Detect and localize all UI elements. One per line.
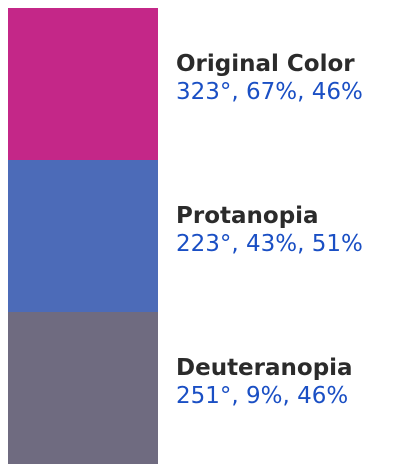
swatch-label: Deuteranopia 251°, 9%, 46% <box>176 354 353 410</box>
swatch-name: Deuteranopia <box>176 355 353 381</box>
swatch-hsl: 251°, 9%, 46% <box>176 383 349 409</box>
swatch-label: Protanopia 223°, 43%, 51% <box>176 202 363 258</box>
swatch-name: Original Color <box>176 51 355 77</box>
swatch-hsl: 323°, 67%, 46% <box>176 79 363 105</box>
swatch-hsl: 223°, 43%, 51% <box>176 231 363 257</box>
swatch-name: Protanopia <box>176 203 319 229</box>
color-swatch <box>8 312 158 464</box>
color-swatch <box>8 160 158 312</box>
swatch-label: Original Color 323°, 67%, 46% <box>176 50 363 106</box>
color-swatch <box>8 8 158 160</box>
